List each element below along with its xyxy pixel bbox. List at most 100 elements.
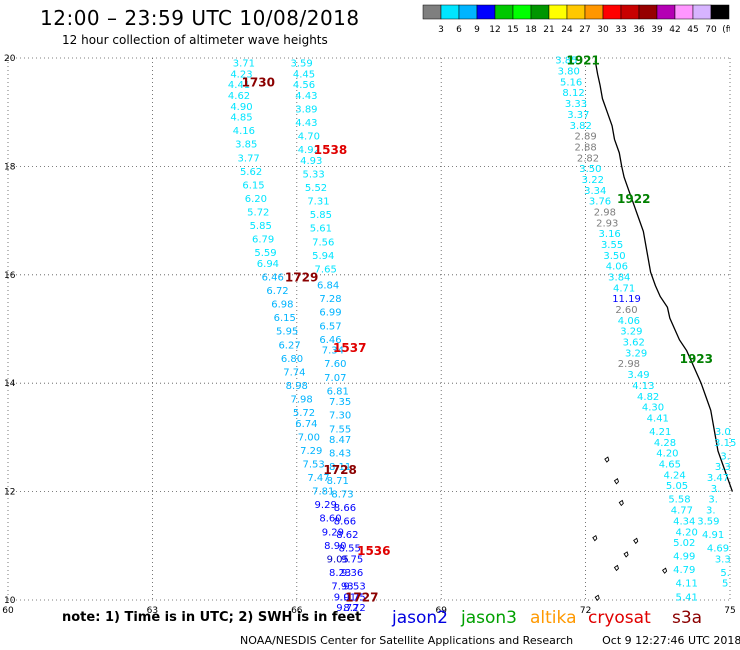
swh-value: 4.71 <box>613 283 635 294</box>
colorbar-label: 39 <box>651 25 663 35</box>
swh-value: 4.85 <box>230 113 252 124</box>
swh-value: 9.29 <box>315 500 337 511</box>
swh-value: 3.29 <box>620 327 642 338</box>
swh-value: 6.46 <box>319 335 341 346</box>
swh-value: 6.57 <box>319 321 341 332</box>
swh-value: 3.77 <box>238 153 260 164</box>
island-outline <box>594 594 600 601</box>
swh-value: 2.88 <box>574 142 596 153</box>
swh-value: 4.11 <box>676 579 698 590</box>
swh-value: 6.27 <box>278 340 300 351</box>
altimeter-track: 3.714.234.414.624.904.85 4.16 3.85 3.77 5.62… <box>228 58 359 614</box>
island-outline <box>618 499 624 507</box>
page-subtitle: 12 hour collection of altimeter wave hei… <box>62 33 328 47</box>
swh-value: 5.16 <box>560 77 582 88</box>
swh-value: 7.55 <box>329 424 351 435</box>
swh-value: 4.41 <box>228 80 250 91</box>
swh-value: 3.16 <box>599 229 621 240</box>
swh-value: 6.15 <box>242 180 264 191</box>
swh-value: 8.60 <box>319 514 341 525</box>
swh-value: 4.69 <box>707 544 729 555</box>
coastline <box>594 60 734 492</box>
lon-tick-label: 60 <box>2 606 14 616</box>
pass-time-label: 1728 <box>323 463 356 477</box>
colorbar-label: 6 <box>456 25 462 35</box>
swh-value: 7.07 <box>324 373 346 384</box>
legend-s3a: s3a <box>672 608 703 628</box>
swh-value: 4.79 <box>673 565 695 576</box>
swh-value: 3.50 <box>579 164 601 175</box>
swh-value: 3. <box>708 495 718 506</box>
swh-value: 4.93 <box>300 156 322 167</box>
swh-value: 3.55 <box>601 240 623 251</box>
swh-value: 5.62 <box>240 167 262 178</box>
colorbar-label: 70 <box>705 25 717 35</box>
swh-value: 5.72 <box>247 207 269 218</box>
lat-tick-label: 12 <box>4 488 15 498</box>
footer-organization: NOAA/NESDIS Center for Satellite Applica… <box>240 634 574 647</box>
swh-value: 5.58 <box>668 495 690 506</box>
swh-value: 3. <box>711 484 721 495</box>
pass-time-label: 1536 <box>357 544 390 558</box>
lat-tick-label: 14 <box>4 379 16 389</box>
island-outline <box>613 564 619 572</box>
island-outline <box>604 456 610 463</box>
swh-value: 4.13 <box>632 381 654 392</box>
swh-value: 7.47 <box>307 473 329 484</box>
swh-value: 5.52 <box>305 183 327 194</box>
swh-value: 3.47 <box>707 473 729 484</box>
pass-time-label: 1922 <box>617 192 650 206</box>
swh-value: 6.84 <box>317 281 339 292</box>
swh-value: 7.00 <box>298 432 320 443</box>
swh-value: 4.43 <box>295 118 317 129</box>
swh-value: 8.47 <box>329 435 351 446</box>
lat-tick-label: 10 <box>4 596 16 606</box>
swh-value: 4.23 <box>230 69 252 80</box>
pass-time-label: 1537 <box>333 341 366 355</box>
swh-value: 8.90 <box>324 541 346 552</box>
swh-value: 2.82 <box>577 153 599 164</box>
lon-tick-label: 69 <box>435 606 447 616</box>
swh-value: 7.35 <box>329 397 351 408</box>
swh-value: 4.20 <box>656 449 678 460</box>
swh-value: 6.99 <box>319 308 341 319</box>
colorbar-label: 15 <box>507 25 518 35</box>
swh-value: 3.84 <box>608 273 630 284</box>
swh-value: 3.50 <box>603 251 625 262</box>
swh-value: 5 <box>722 579 728 590</box>
swh-value: 4.65 <box>659 460 681 471</box>
swh-value: 3.3 <box>715 554 731 565</box>
swh-value: 7.34 <box>322 346 344 357</box>
swh-value: 4.91 <box>702 530 724 541</box>
swh-value: 8.98 <box>286 381 308 392</box>
swh-value: 8.66 <box>334 516 356 527</box>
pass-time-label: 1921 <box>566 54 599 68</box>
lon-tick-label: 72 <box>580 606 591 616</box>
colorbar-label: 9 <box>474 25 480 35</box>
altimeter-track: 3.853.805.168.123.333.373.822.892.882.82… <box>555 56 698 604</box>
swh-value: 5. <box>720 568 730 579</box>
swh-value: 6.72 <box>266 286 288 297</box>
swh-value: 6.15 <box>274 313 296 324</box>
swh-value: 5.94 <box>312 251 334 262</box>
swh-value: 5.41 <box>676 592 698 603</box>
swh-value: 5.95 <box>276 327 298 338</box>
colorbar-label: 45 <box>687 25 698 35</box>
swh-value: 7.53 <box>303 460 325 471</box>
swh-value: 4.28 <box>654 438 676 449</box>
lon-tick-label: 66 <box>291 606 303 616</box>
swh-value: 5.72 <box>293 408 315 419</box>
colorbar-label: (ft) <box>722 25 730 35</box>
swh-value: 3.80 <box>558 67 580 78</box>
swh-value: 5.61 <box>310 224 332 235</box>
swh-value: 5.59 <box>254 248 276 259</box>
island-outline <box>661 567 668 574</box>
swh-value: 3.34 <box>584 186 606 197</box>
lat-tick-label: 18 <box>4 162 16 172</box>
swh-value: 3.0 <box>715 427 731 438</box>
swh-value: 4.77 <box>671 506 693 517</box>
swh-value: 7.65 <box>315 264 337 275</box>
swh-value: 8.55 <box>339 544 361 555</box>
swh-value: 8.72 <box>343 603 365 614</box>
swh-value: 4.41 <box>647 413 669 424</box>
